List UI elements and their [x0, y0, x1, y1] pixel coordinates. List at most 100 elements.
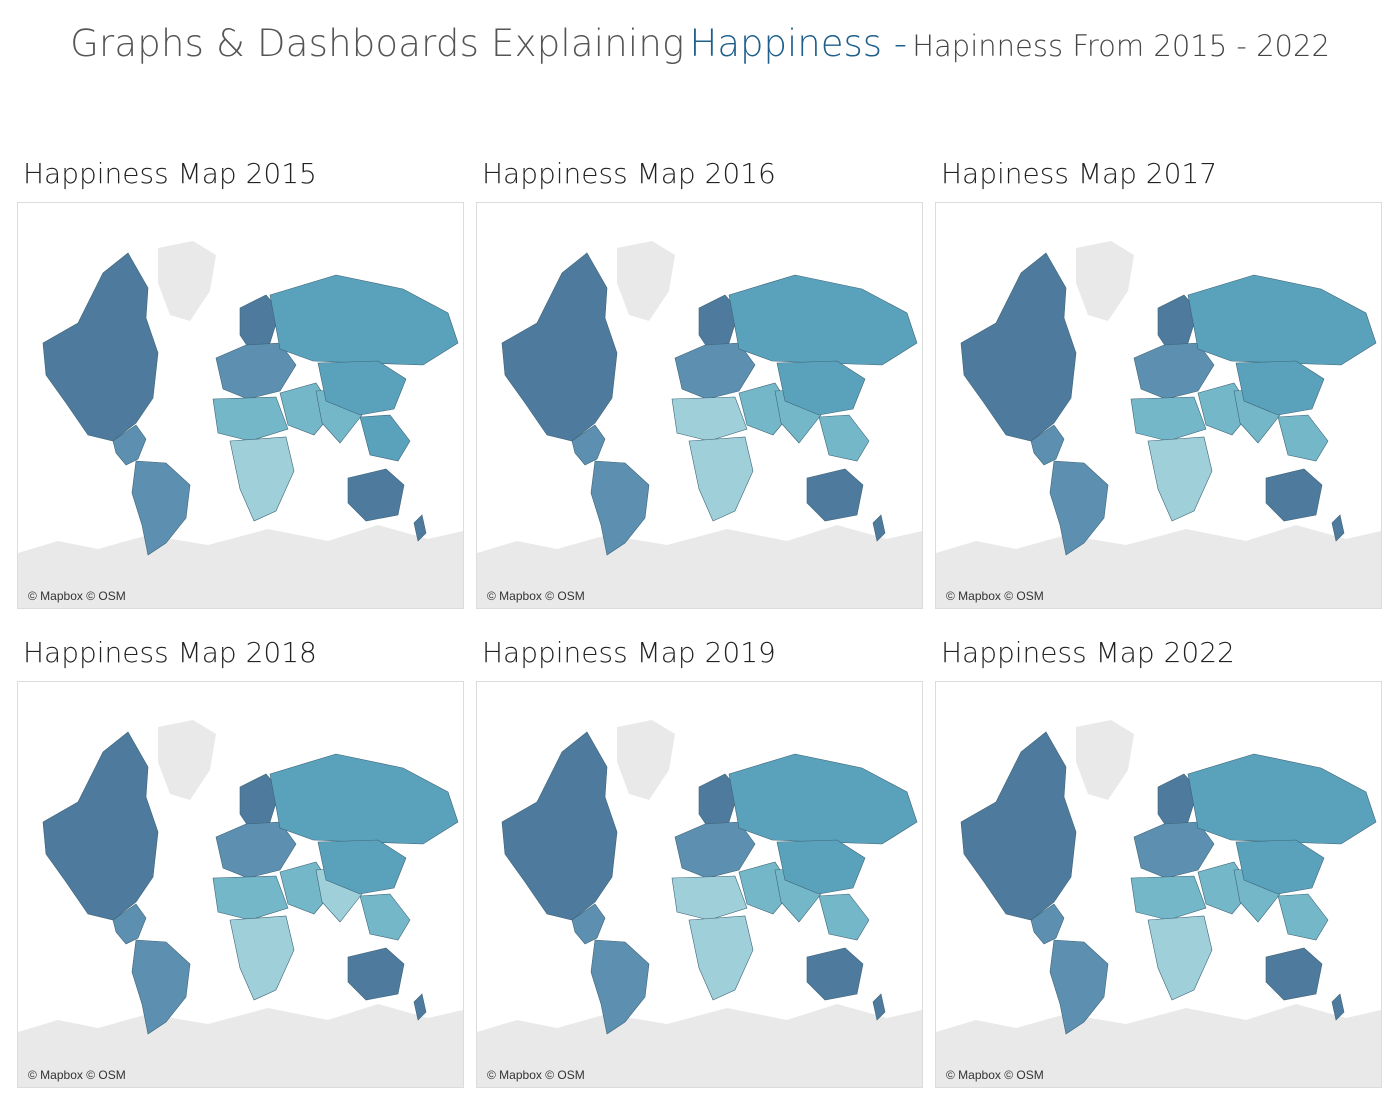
region-europe[interactable] — [215, 342, 297, 400]
world-map — [18, 720, 463, 1087]
region-antarctica[interactable] — [936, 525, 1381, 608]
region-russia[interactable] — [269, 753, 459, 845]
region-south-america[interactable] — [1049, 460, 1109, 556]
region-south-america[interactable] — [1049, 939, 1109, 1035]
world-map — [477, 720, 922, 1087]
region-africa[interactable] — [1147, 436, 1213, 522]
region-central-america[interactable] — [571, 424, 606, 466]
region-new-zealand[interactable] — [1331, 993, 1345, 1021]
region-greenland[interactable] — [617, 720, 675, 800]
region-greenland[interactable] — [617, 241, 675, 321]
region-new-zealand[interactable] — [872, 993, 886, 1021]
region-greenland[interactable] — [158, 720, 216, 800]
page-header: Graphs & Dashboards Explaining Happiness… — [0, 22, 1400, 65]
map-attribution: © Mapbox © OSM — [487, 589, 585, 603]
map-canvas[interactable]: © Mapbox © OSM — [17, 681, 464, 1088]
page-title-highlight: Happiness - — [689, 22, 908, 65]
region-europe[interactable] — [215, 821, 297, 879]
region-southeast-asia[interactable] — [359, 893, 411, 941]
region-russia[interactable] — [1187, 274, 1377, 366]
map-canvas[interactable]: © Mapbox © OSM — [17, 202, 464, 609]
region-central-america[interactable] — [571, 903, 606, 945]
region-russia[interactable] — [728, 753, 918, 845]
world-map — [477, 241, 922, 608]
region-europe-north[interactable] — [239, 773, 281, 833]
region-north-america[interactable] — [960, 252, 1077, 442]
region-europe[interactable] — [1133, 342, 1215, 400]
region-africa[interactable] — [688, 436, 754, 522]
region-southeast-asia[interactable] — [818, 414, 870, 462]
region-new-zealand[interactable] — [872, 514, 886, 542]
region-china[interactable] — [776, 360, 866, 416]
region-north-america[interactable] — [501, 731, 618, 921]
region-central-america[interactable] — [1030, 903, 1065, 945]
region-europe-north[interactable] — [698, 773, 740, 833]
region-central-america[interactable] — [1030, 424, 1065, 466]
map-canvas[interactable]: © Mapbox © OSM — [476, 681, 923, 1088]
region-south-america[interactable] — [590, 939, 650, 1035]
region-europe-north[interactable] — [1157, 294, 1199, 354]
region-australia[interactable] — [1265, 468, 1323, 522]
region-china[interactable] — [1235, 839, 1325, 895]
region-australia[interactable] — [347, 947, 405, 1001]
region-new-zealand[interactable] — [1331, 514, 1345, 542]
region-central-america[interactable] — [112, 424, 147, 466]
region-north-africa[interactable] — [1130, 396, 1207, 442]
region-europe[interactable] — [674, 342, 756, 400]
region-north-africa[interactable] — [671, 875, 748, 921]
region-antarctica[interactable] — [18, 525, 463, 608]
region-australia[interactable] — [1265, 947, 1323, 1001]
region-south-america[interactable] — [131, 460, 191, 556]
region-australia[interactable] — [806, 468, 864, 522]
region-africa[interactable] — [1147, 915, 1213, 1001]
map-canvas[interactable]: © Mapbox © OSM — [935, 681, 1382, 1088]
map-canvas[interactable]: © Mapbox © OSM — [476, 202, 923, 609]
region-australia[interactable] — [347, 468, 405, 522]
region-north-america[interactable] — [960, 731, 1077, 921]
region-north-america[interactable] — [42, 252, 159, 442]
region-china[interactable] — [1235, 360, 1325, 416]
map-title: Hapiness Map 2017 — [941, 157, 1218, 190]
region-new-zealand[interactable] — [413, 993, 427, 1021]
map-title: Happiness Map 2018 — [23, 636, 317, 669]
region-europe-north[interactable] — [1157, 773, 1199, 833]
map-title: Happiness Map 2016 — [482, 157, 776, 190]
region-central-america[interactable] — [112, 903, 147, 945]
region-southeast-asia[interactable] — [818, 893, 870, 941]
region-europe-north[interactable] — [698, 294, 740, 354]
region-north-africa[interactable] — [671, 396, 748, 442]
region-antarctica[interactable] — [936, 1004, 1381, 1087]
region-greenland[interactable] — [1076, 720, 1134, 800]
map-attribution: © Mapbox © OSM — [28, 1068, 126, 1082]
map-canvas[interactable]: © Mapbox © OSM — [935, 202, 1382, 609]
region-europe-north[interactable] — [239, 294, 281, 354]
region-antarctica[interactable] — [477, 525, 922, 608]
region-europe[interactable] — [674, 821, 756, 879]
region-china[interactable] — [317, 839, 407, 895]
region-southeast-asia[interactable] — [1277, 414, 1329, 462]
region-antarctica[interactable] — [477, 1004, 922, 1087]
region-africa[interactable] — [229, 915, 295, 1001]
region-africa[interactable] — [688, 915, 754, 1001]
region-africa[interactable] — [229, 436, 295, 522]
region-north-africa[interactable] — [1130, 875, 1207, 921]
region-china[interactable] — [317, 360, 407, 416]
region-southeast-asia[interactable] — [359, 414, 411, 462]
region-south-america[interactable] — [131, 939, 191, 1035]
region-north-africa[interactable] — [212, 875, 289, 921]
region-southeast-asia[interactable] — [1277, 893, 1329, 941]
region-north-america[interactable] — [501, 252, 618, 442]
region-north-america[interactable] — [42, 731, 159, 921]
region-russia[interactable] — [728, 274, 918, 366]
region-russia[interactable] — [1187, 753, 1377, 845]
region-china[interactable] — [776, 839, 866, 895]
region-south-america[interactable] — [590, 460, 650, 556]
region-europe[interactable] — [1133, 821, 1215, 879]
region-antarctica[interactable] — [18, 1004, 463, 1087]
region-australia[interactable] — [806, 947, 864, 1001]
region-greenland[interactable] — [1076, 241, 1134, 321]
region-new-zealand[interactable] — [413, 514, 427, 542]
region-greenland[interactable] — [158, 241, 216, 321]
region-russia[interactable] — [269, 274, 459, 366]
region-north-africa[interactable] — [212, 396, 289, 442]
